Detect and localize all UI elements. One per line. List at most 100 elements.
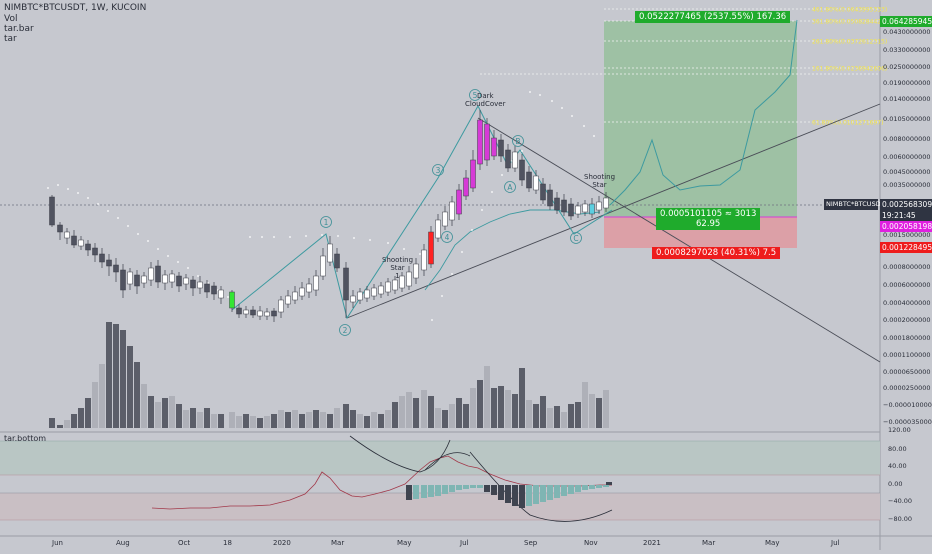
osc-bar bbox=[575, 485, 581, 492]
volume-bar bbox=[120, 330, 126, 428]
wave-marker-circle bbox=[469, 89, 481, 101]
candle-body bbox=[582, 203, 588, 213]
candle-body bbox=[243, 309, 249, 315]
symbol-title[interactable]: NIMBTC*BTCUSDT, 1W, KUCOIN bbox=[4, 3, 147, 13]
osc-bar bbox=[413, 485, 419, 499]
candle-body bbox=[498, 139, 504, 157]
candle-body bbox=[505, 149, 511, 169]
candle-body bbox=[327, 243, 333, 263]
stop-price-tag: 0.0012284958 bbox=[880, 242, 932, 253]
wave-marker-label: 2 bbox=[343, 326, 348, 335]
osc-bar bbox=[505, 485, 511, 503]
time-tick-label: Oct bbox=[178, 539, 191, 547]
wave-marker-label: C bbox=[573, 234, 578, 243]
candle-body bbox=[442, 211, 448, 227]
volume-bar bbox=[385, 410, 391, 428]
profit-zone[interactable] bbox=[604, 21, 797, 217]
candle-body bbox=[378, 285, 384, 295]
osc-lower-band bbox=[0, 493, 880, 520]
volume-bar bbox=[64, 420, 70, 428]
candle-body bbox=[299, 287, 305, 297]
volume-bar bbox=[306, 412, 312, 428]
volume-bar bbox=[428, 396, 434, 428]
candle-body bbox=[364, 289, 370, 299]
pane2-label[interactable]: tar.bottom bbox=[4, 434, 47, 443]
candle-body bbox=[484, 123, 490, 161]
price-tick-label: 0.0430000000 bbox=[883, 28, 931, 36]
osc-bar bbox=[498, 485, 504, 500]
sar-dot bbox=[461, 251, 463, 253]
entry-label[interactable]: 0.0005101105 ≈ 3013 62.95 bbox=[656, 208, 761, 230]
osc-bar bbox=[603, 485, 609, 487]
candle-body bbox=[71, 235, 77, 246]
volume-bar bbox=[78, 408, 84, 428]
volume-bar bbox=[134, 362, 140, 428]
study-tarbar[interactable]: tar.bar bbox=[4, 24, 34, 34]
candle-body bbox=[85, 243, 91, 251]
candle-body bbox=[428, 231, 434, 265]
fib-extension[interactable]: 461.80%(0.0643995333) 361.80%(0.050828442… bbox=[480, 7, 887, 127]
study-tar[interactable]: tar bbox=[4, 34, 17, 44]
support-trendline[interactable] bbox=[346, 103, 881, 319]
volume-bar bbox=[505, 390, 511, 428]
profit-price-tag: 0.0642859451 bbox=[880, 16, 932, 27]
volume-bar bbox=[299, 414, 305, 428]
price-tick-label: 0.0045000000 bbox=[883, 168, 931, 176]
price-tick-label: 0.0060000000 bbox=[883, 153, 931, 161]
sar-dot bbox=[353, 237, 355, 239]
volume-bar bbox=[547, 408, 553, 428]
candle-body bbox=[106, 259, 112, 267]
volume-bar bbox=[554, 406, 560, 428]
sar-dot bbox=[593, 135, 595, 137]
sar-dot bbox=[529, 91, 531, 93]
osc-bar bbox=[533, 485, 539, 504]
osc-bar bbox=[442, 485, 448, 494]
sar-dot bbox=[167, 255, 169, 257]
candle-body bbox=[229, 291, 235, 309]
osc-bar bbox=[547, 485, 553, 500]
candle-body bbox=[470, 159, 476, 189]
candle-body bbox=[57, 224, 63, 233]
wave-marker-circle bbox=[504, 181, 516, 193]
volume-bar bbox=[477, 380, 483, 428]
candle-body bbox=[190, 279, 196, 289]
sar-dot bbox=[561, 107, 563, 109]
wave-marker-circle bbox=[320, 216, 332, 228]
target-price-tag: 0.0020581986 bbox=[880, 221, 932, 232]
osc-bar bbox=[456, 485, 462, 490]
sar-dot bbox=[147, 240, 149, 242]
sar-indicator bbox=[47, 91, 595, 321]
volume-bar bbox=[413, 398, 419, 428]
shooting-star-2-label: Shooting Star bbox=[584, 173, 616, 189]
shooting-star-1-label: Shooting Star 1 bbox=[382, 256, 414, 280]
price-tick-label: 0.0035000000 bbox=[883, 181, 931, 189]
osc-bar bbox=[421, 485, 427, 498]
candle-body bbox=[568, 203, 574, 217]
resistance-trendline[interactable] bbox=[477, 117, 881, 363]
candle-body bbox=[357, 291, 363, 301]
dark-cloud-label: Dark CloudCover bbox=[465, 92, 506, 108]
volume-bar bbox=[176, 404, 182, 428]
sar-dot bbox=[273, 236, 275, 238]
volume-bar bbox=[399, 396, 405, 428]
time-tick-label: Aug bbox=[116, 539, 130, 547]
study-vol[interactable]: Vol bbox=[4, 14, 18, 24]
candle-body bbox=[477, 119, 483, 165]
time-tick-label: Jun bbox=[52, 539, 63, 547]
loss-label[interactable]: 0.0008297028 (40.31%) 7.5 bbox=[652, 247, 781, 259]
price-tick-label: 0.0015000000 bbox=[883, 231, 931, 239]
volume-bar bbox=[392, 402, 398, 428]
volume-bar bbox=[603, 390, 609, 428]
profit-label[interactable]: 0.0522277465 (2537.55%) 167.36 bbox=[635, 11, 791, 23]
candle-body bbox=[306, 283, 312, 293]
candle-body bbox=[64, 231, 70, 239]
osc-curve-1 bbox=[349, 435, 451, 473]
candle-body bbox=[554, 197, 560, 211]
time-tick-label: Jul bbox=[831, 539, 840, 547]
osc-signal-line bbox=[151, 455, 612, 510]
candle-body bbox=[456, 189, 462, 215]
sar-dot bbox=[197, 275, 199, 277]
sar-dot bbox=[551, 100, 553, 102]
